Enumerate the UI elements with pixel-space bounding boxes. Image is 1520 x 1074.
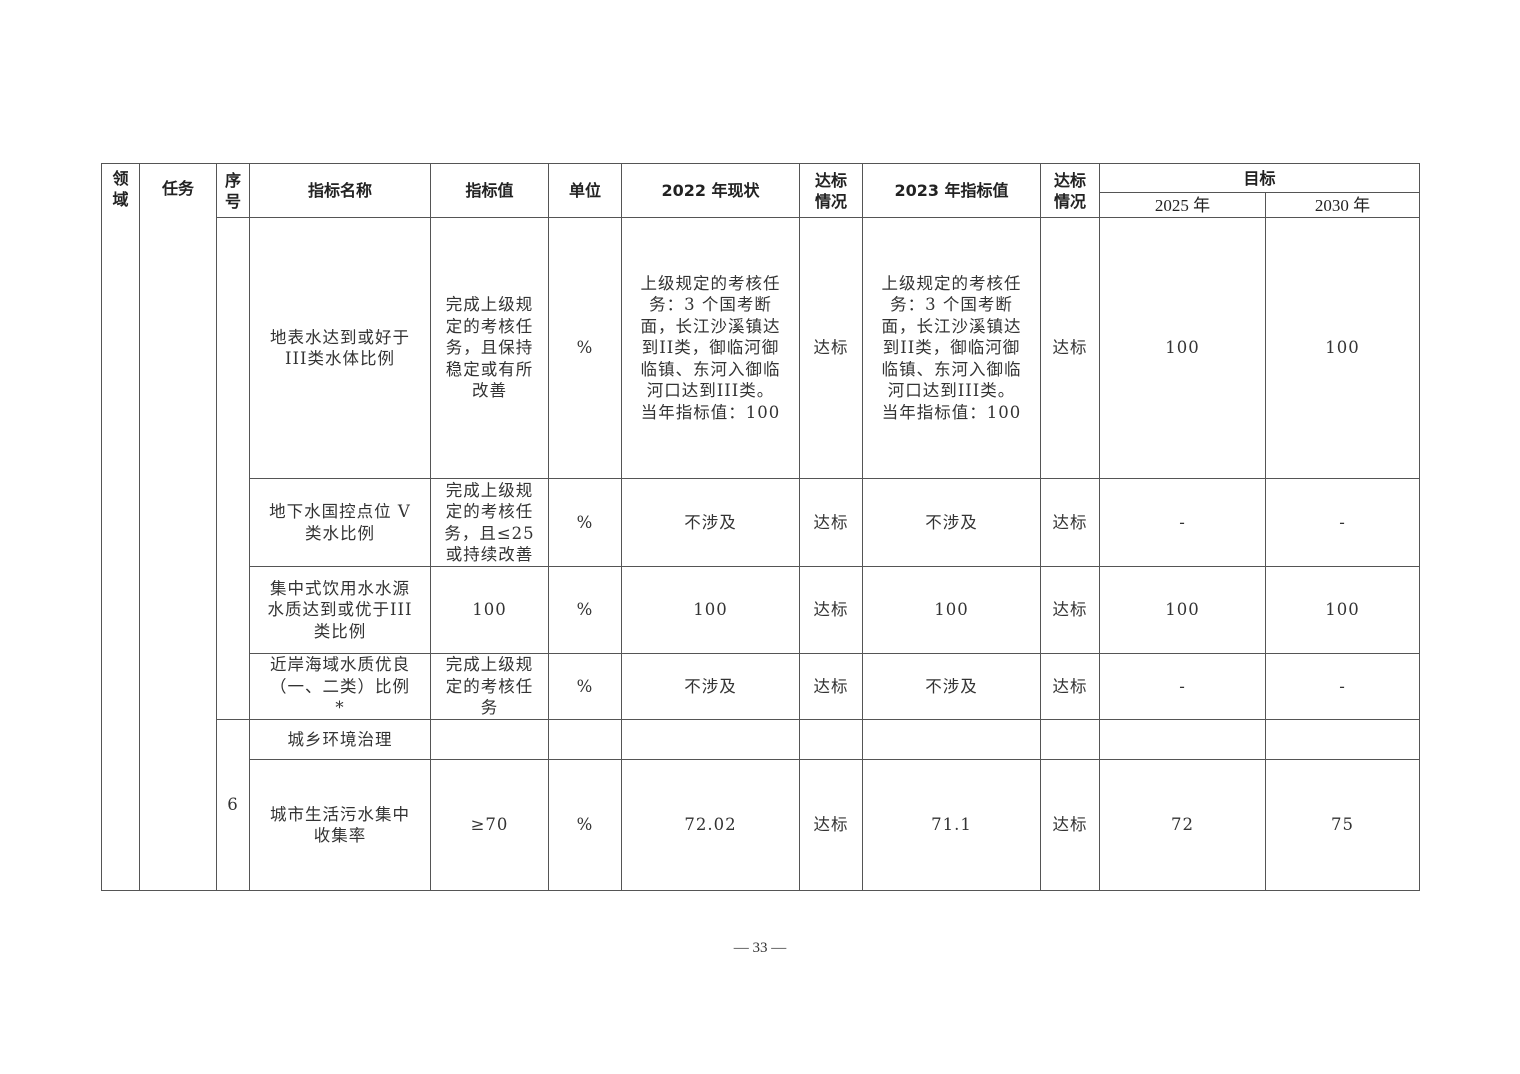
goal-2030: 100 [1264, 217, 1421, 479]
header-status-2022: 2022 年现状 [621, 163, 800, 218]
indicator-name: 地表水达到或好于 III类水体比例 [249, 217, 431, 479]
indicator-name: 近岸海域水质优良 （一、二类）比例 * [249, 653, 431, 720]
target-2023: 71.1 [862, 759, 1041, 891]
compliance-2023: 达标 [1040, 759, 1100, 891]
page-number: — 33 — [733, 940, 787, 956]
indicator-value: 完成上级规 定的考核任 务，且≤25 或持续改善 [430, 478, 549, 567]
compliance-2023: 达标 [1040, 653, 1100, 720]
indicator-value: 100 [430, 566, 549, 654]
seq-cell-empty [216, 217, 250, 720]
header-goal-2025: 2025 年 [1099, 192, 1266, 218]
table-row: 城市生活污水集中 收集率 ≥70 % 72.02 达标 71.1 达标 72 7… [102, 759, 1421, 891]
indicator-name: 集中式饮用水水源 水质达到或优于III 类比例 [249, 566, 431, 654]
header-seq: 序 号 [216, 163, 250, 218]
compliance-2022: 达标 [799, 566, 863, 654]
header-field: 领 域 [101, 163, 140, 891]
indicator-name: 地下水国控点位 V 类水比例 [249, 478, 431, 567]
table-row: 地表水达到或好于 III类水体比例 完成上级规 定的考核任 务，且保持 稳定或有… [102, 217, 1421, 720]
compliance-2022: 达标 [799, 217, 863, 479]
goal-2025: - [1099, 478, 1266, 567]
table-row: 近岸海域水质优良 （一、二类）比例 * 完成上级规 定的考核任 务 % 不涉及 … [102, 653, 1421, 720]
section-title: 城乡环境治理 [249, 719, 431, 760]
table-row: 集中式饮用水水源 水质达到或优于III 类比例 100 % 100 达标 100… [102, 566, 1421, 654]
compliance-2022: 达标 [799, 759, 863, 891]
target-2023: 不涉及 [862, 478, 1041, 567]
unit: % [548, 566, 622, 654]
unit: % [548, 759, 622, 891]
table-row: 地下水国控点位 V 类水比例 完成上级规 定的考核任 务，且≤25 或持续改善 … [102, 478, 1421, 567]
unit: % [548, 478, 622, 567]
goal-2030: - [1264, 478, 1421, 567]
header-compliance-2022: 达标 情况 [799, 163, 863, 218]
indicator-table: 领 域 任务 序 号 指标名称 指标值 单位 2022 年现状 达标 情况 20… [101, 163, 1421, 891]
header-indicator-value: 指标值 [430, 163, 549, 218]
goal-2030: 75 [1264, 759, 1421, 891]
goal-2025: 72 [1099, 759, 1266, 891]
header-goal: 目标 [1098, 163, 1421, 193]
seq-number: 6 [216, 719, 250, 891]
goal-2030: - [1264, 653, 1421, 720]
unit: % [548, 217, 622, 479]
header-subrow: 2025 年 2030 年 [102, 192, 1421, 218]
goal-2025: - [1099, 653, 1266, 720]
target-2023: 上级规定的考核任 务：3 个国考断 面，长江沙溪镇达 到II类，御临河御 临镇、… [862, 217, 1041, 479]
header-goal-2030: 2030 年 [1264, 192, 1421, 218]
indicator-name: 城市生活污水集中 收集率 [249, 759, 431, 891]
header-compliance-2023: 达标 情况 [1040, 163, 1100, 218]
compliance-2023: 达标 [1040, 566, 1100, 654]
compliance-2023: 达标 [1040, 478, 1100, 567]
status-2022: 72.02 [621, 759, 800, 891]
target-2023: 100 [862, 566, 1041, 654]
header-unit: 单位 [548, 163, 622, 218]
compliance-2022: 达标 [799, 653, 863, 720]
header-indicator-name: 指标名称 [249, 163, 431, 218]
goal-2030: 100 [1264, 566, 1421, 654]
indicator-value: 完成上级规 定的考核任 务 [430, 653, 549, 720]
compliance-2023: 达标 [1040, 217, 1100, 479]
unit: % [548, 653, 622, 720]
status-2022: 不涉及 [621, 478, 800, 567]
goal-2025: 100 [1099, 217, 1266, 479]
status-2022: 不涉及 [621, 653, 800, 720]
status-2022: 上级规定的考核任 务：3 个国考断 面，长江沙溪镇达 到II类，御临河御 临镇、… [621, 217, 800, 479]
goal-2025: 100 [1099, 566, 1266, 654]
status-2022: 100 [621, 566, 800, 654]
target-2023: 不涉及 [862, 653, 1041, 720]
header-target-2023: 2023 年指标值 [862, 163, 1041, 218]
indicator-value: 完成上级规 定的考核任 务，且保持 稳定或有所 改善 [430, 217, 549, 479]
section-row: 6 城乡环境治理 [102, 719, 1421, 891]
header-row: 领 域 任务 序 号 指标名称 指标值 单位 2022 年现状 达标 情况 20… [101, 163, 1421, 891]
indicator-value: ≥70 [430, 759, 549, 891]
compliance-2022: 达标 [799, 478, 863, 567]
header-task: 任务 [139, 163, 217, 891]
